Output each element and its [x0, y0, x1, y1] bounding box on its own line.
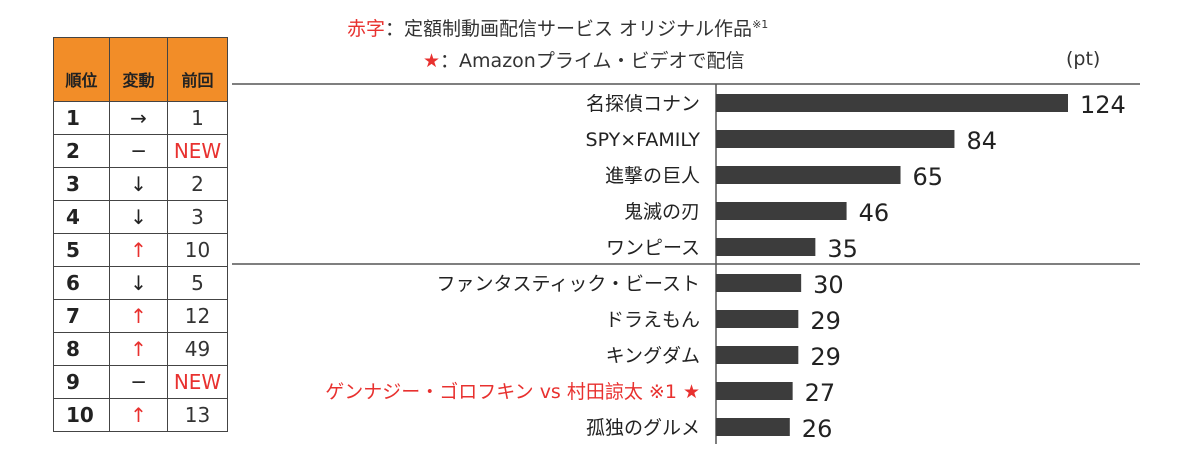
rank-cell: 8	[53, 332, 110, 366]
previous-rank-cell: 13	[167, 398, 228, 432]
rank-cell: 6	[53, 266, 110, 300]
unit-label: (pt)	[1066, 48, 1101, 70]
rank-cell: 5	[53, 233, 110, 267]
legend-red-label: 赤字	[347, 18, 386, 40]
table-row: 10 ↑ 13	[53, 398, 228, 432]
table-row: 6 ↓ 5	[53, 266, 228, 300]
value-label: 27	[805, 379, 836, 407]
previous-rank-cell: 12	[167, 299, 228, 333]
table-row: 9 ─ NEW	[53, 365, 228, 399]
value-label: 29	[810, 307, 841, 335]
previous-rank-cell: NEW	[167, 365, 228, 399]
legend-line-amazon: ★：Amazonプライム・ビデオで配信	[423, 46, 744, 73]
arrow-up-icon: ↑	[109, 332, 168, 366]
category-label: ドラえもん	[605, 309, 700, 331]
category-label: ワンピース	[606, 237, 700, 259]
category-label: SPY×FAMILY	[586, 129, 701, 151]
previous-rank-cell: NEW	[167, 134, 228, 168]
table-row: 8 ↑ 49	[53, 332, 228, 366]
bar	[716, 94, 1068, 112]
bar	[716, 310, 799, 328]
previous-rank-cell: 49	[167, 332, 228, 366]
table-row: 3 ↓ 2	[53, 167, 228, 201]
bar	[716, 274, 802, 292]
legend-red-description: ：定額制動画配信サービス オリジナル作品	[385, 18, 753, 40]
rank-cell: 9	[53, 365, 110, 399]
category-label: 進撃の巨人	[605, 165, 700, 187]
bar	[716, 202, 847, 220]
arrow-down-icon: ↓	[109, 266, 168, 300]
header-previous: 前回	[167, 37, 228, 102]
bar	[716, 382, 793, 400]
category-label: 鬼滅の刃	[624, 201, 700, 223]
value-label: 46	[859, 199, 890, 227]
legend-footnote-mark: ※1	[752, 18, 769, 31]
table-row: 4 ↓ 3	[53, 200, 228, 234]
category-label: ファンタスティック・ビースト	[436, 273, 700, 295]
arrow-right-icon: →	[109, 101, 168, 135]
dash-icon: ─	[109, 365, 168, 399]
rank-cell: 4	[53, 200, 110, 234]
value-label: 84	[966, 127, 997, 155]
bar	[716, 166, 901, 184]
rank-cell: 3	[53, 167, 110, 201]
legend-star-description: ：Amazonプライム・ビデオで配信	[440, 50, 745, 72]
legend-line-original-works: 赤字：定額制動画配信サービス オリジナル作品※1	[347, 14, 768, 41]
bar	[716, 418, 790, 436]
bar	[716, 346, 799, 364]
bar	[716, 238, 816, 256]
value-label: 124	[1080, 91, 1126, 119]
category-label: キングダム	[606, 345, 700, 367]
value-label: 65	[913, 163, 944, 191]
category-label: 孤独のグルメ	[586, 417, 700, 439]
previous-rank-cell: 3	[167, 200, 228, 234]
value-label: 30	[813, 271, 844, 299]
star-icon: ★	[423, 50, 441, 72]
rank-cell: 2	[53, 134, 110, 168]
table-row: 2 ─ NEW	[53, 134, 228, 168]
value-label: 26	[802, 415, 833, 443]
rank-table: 順位 変動 前回 1 → 1 2 ─ NEW 3 ↓ 2 4 ↓ 3 5 ↑ 10 6 ↓ 5 7 ↑ 12 8 ↑ 49 9 ─…	[53, 37, 228, 432]
legend: 赤字：定額制動画配信サービス オリジナル作品※1 ★：Amazonプライム・ビデ…	[0, 0, 1200, 80]
category-label: ゲンナジー・ゴロフキン vs 村田諒太 ※1 ★	[325, 381, 700, 403]
bar	[716, 130, 955, 148]
rank-cell: 10	[53, 398, 110, 432]
value-label: 29	[810, 343, 841, 371]
category-label: 名探偵コナン	[586, 93, 700, 115]
previous-rank-cell: 1	[167, 101, 228, 135]
rank-table-body: 1 → 1 2 ─ NEW 3 ↓ 2 4 ↓ 3 5 ↑ 10 6 ↓ 5 7 ↑ 12 8 ↑ 49 9 ─ NEW 10 ↑ 13	[53, 101, 228, 432]
value-label: 35	[827, 235, 858, 263]
previous-rank-cell: 2	[167, 167, 228, 201]
arrow-down-icon: ↓	[109, 167, 168, 201]
